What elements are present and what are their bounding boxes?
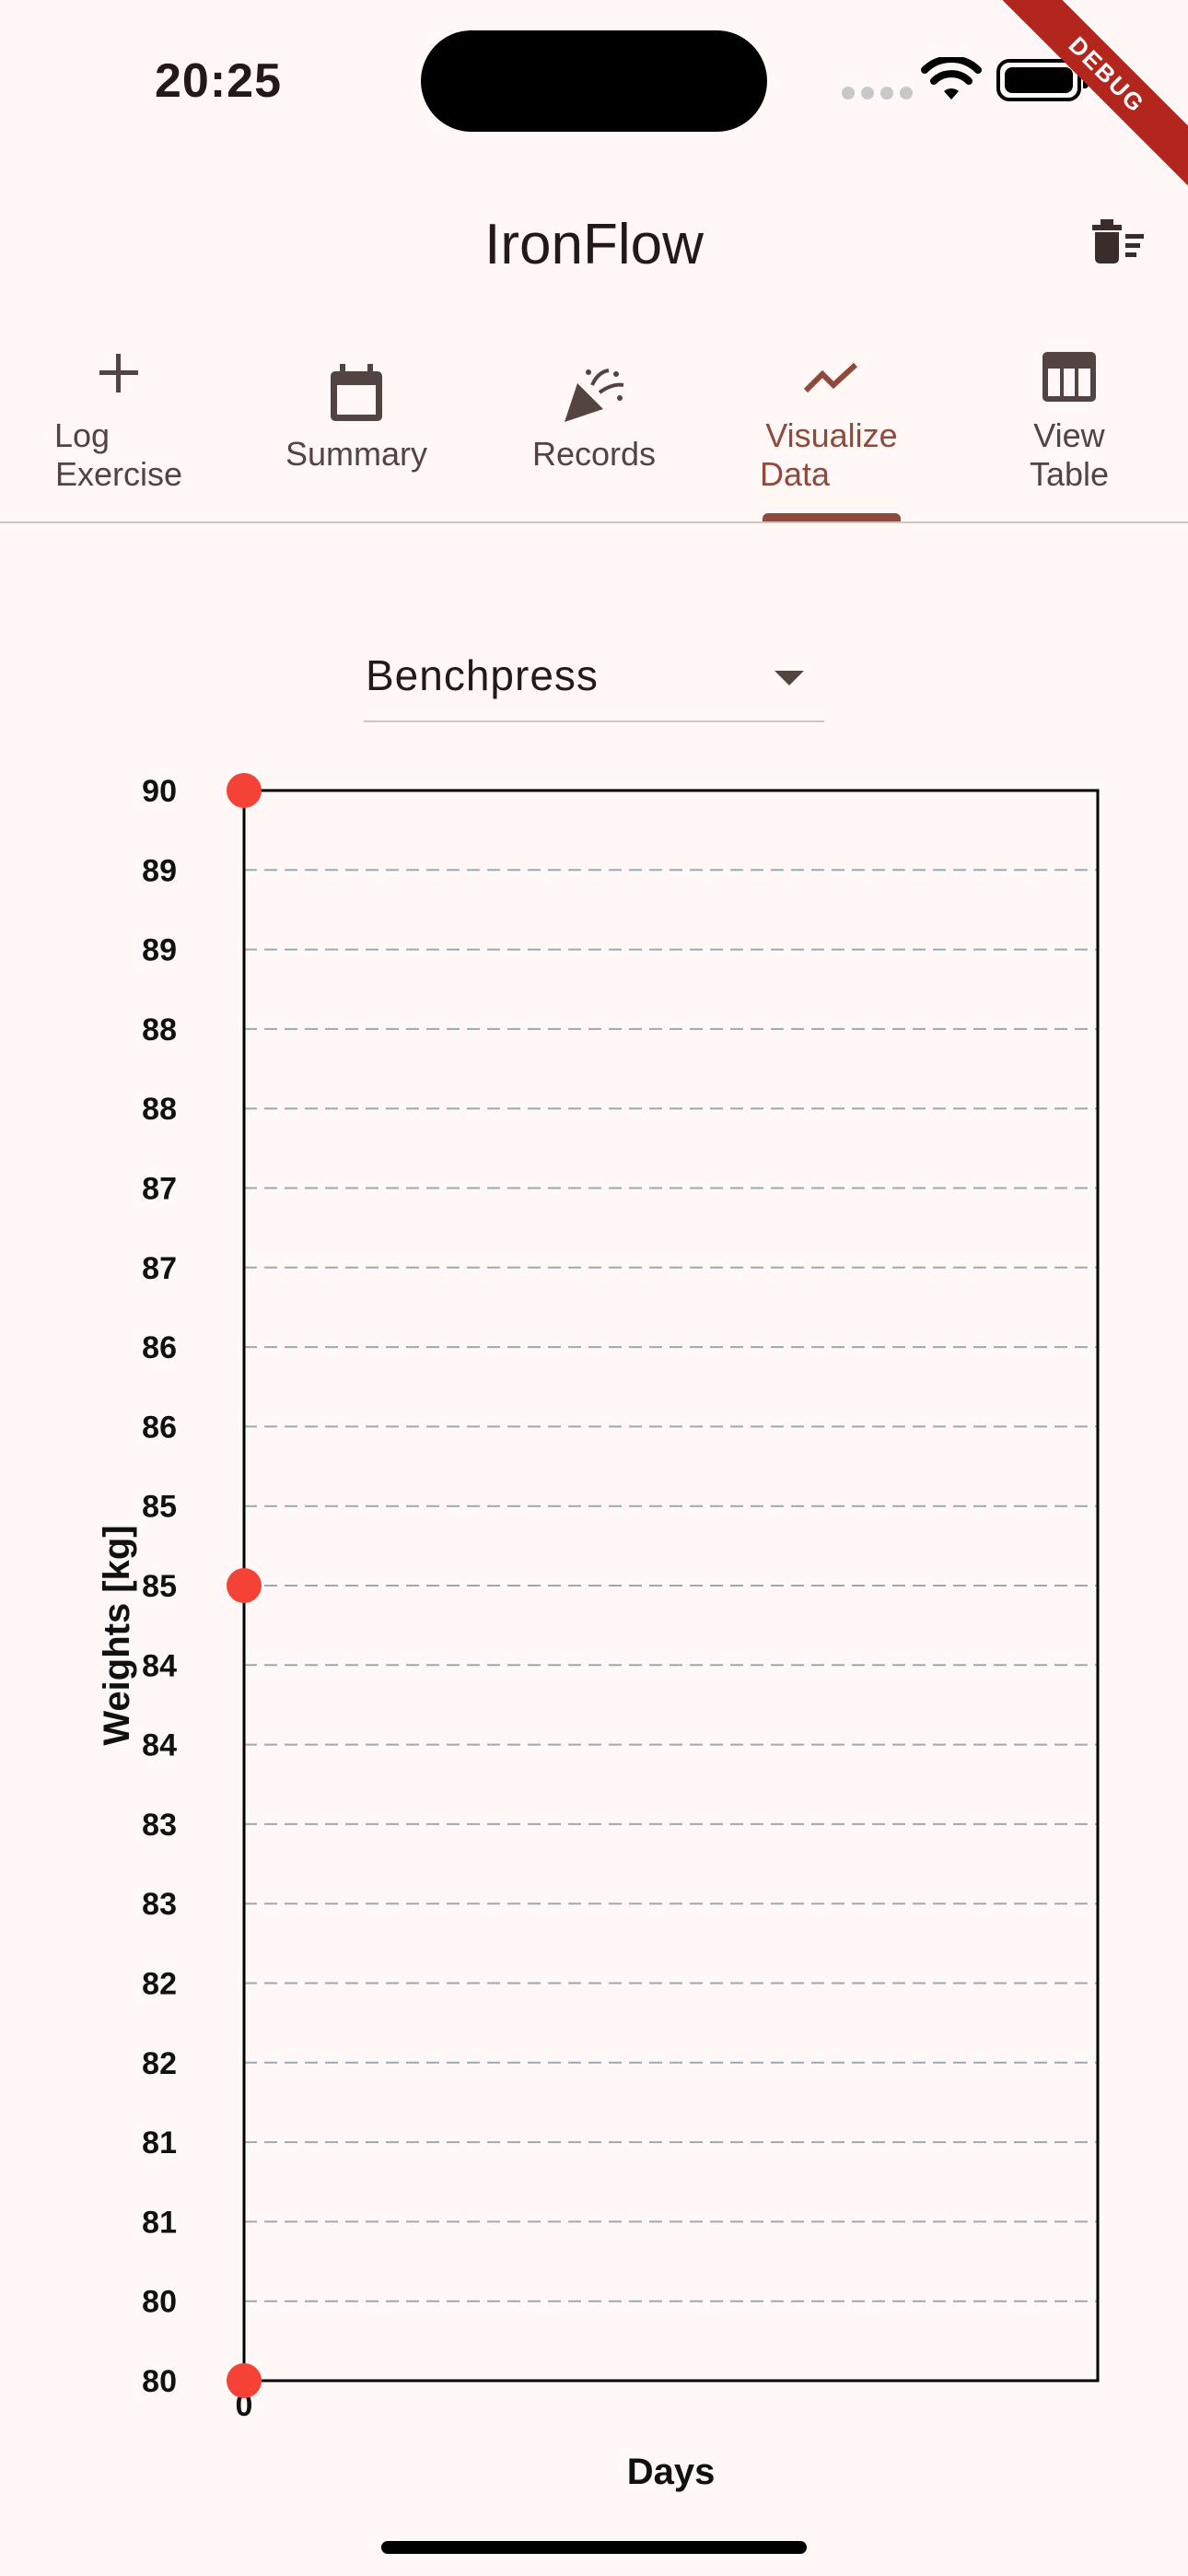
y-tick-label: 82	[142, 1967, 177, 2002]
y-tick-label: 82	[142, 2046, 177, 2081]
y-tick-label: 85	[142, 1569, 177, 1604]
status-time: 20:25	[155, 54, 282, 108]
y-tick-label: 80	[142, 2285, 177, 2320]
y-tick-label: 88	[142, 1013, 177, 1048]
y-tick-label: 90	[142, 774, 177, 809]
y-tick-label: 83	[142, 1808, 177, 1843]
exercise-dropdown-value: Benchpress	[366, 651, 599, 699]
tab-view-table[interactable]: View Table	[950, 341, 1188, 521]
dropdown-arrow-icon	[775, 671, 804, 685]
tab-label: Records	[531, 435, 657, 473]
delete-sweep-icon	[1092, 219, 1144, 263]
tab-bar: Log Exercise Summary Records Visualize D…	[0, 341, 1188, 523]
cellular-signal-icon	[842, 87, 913, 100]
tab-label: Exercise	[54, 455, 183, 493]
y-tick-label: 85	[142, 1490, 177, 1525]
app-title: IronFlow	[484, 213, 704, 276]
y-tick-label: 89	[142, 853, 177, 888]
tab-visualize-data[interactable]: Visualize Data	[713, 341, 950, 521]
celebration-icon	[565, 369, 624, 422]
tab-label: Visualize	[765, 416, 898, 454]
exercise-dropdown[interactable]: Benchpress	[364, 636, 824, 722]
y-tick-label: 84	[142, 1648, 177, 1683]
tab-label: Log	[53, 416, 111, 454]
y-tick-label: 83	[142, 1887, 177, 1922]
data-point	[227, 773, 262, 808]
tab-label: Summary	[285, 435, 428, 473]
y-tick-label: 87	[142, 1172, 177, 1207]
wifi-icon	[921, 57, 982, 100]
x-axis-label: Days	[627, 2452, 716, 2492]
data-point	[227, 1568, 262, 1603]
table-icon	[1042, 352, 1096, 402]
y-tick-label: 86	[142, 1330, 177, 1365]
y-tick-label: 87	[142, 1251, 177, 1286]
tab-indicator	[763, 513, 901, 521]
y-tick-label: 81	[142, 2205, 177, 2240]
y-tick-label: 89	[142, 933, 177, 968]
tab-summary[interactable]: Summary	[238, 341, 475, 521]
plus-icon	[99, 354, 138, 392]
dynamic-island	[421, 30, 767, 132]
tab-log-exercise[interactable]: Log Exercise	[0, 341, 238, 521]
y-tick-label: 80	[142, 2364, 177, 2399]
home-indicator	[381, 2541, 807, 2554]
tab-label: View	[1033, 416, 1105, 454]
delete-sweep-button[interactable]	[1089, 210, 1149, 271]
trending-icon	[803, 362, 858, 393]
y-tick-label: 88	[142, 1092, 177, 1127]
y-axis-label: Weights [kg]	[97, 1525, 137, 1745]
calendar-icon	[331, 364, 382, 421]
tab-records[interactable]: Records	[475, 341, 713, 521]
tab-label: Data	[759, 455, 831, 493]
y-tick-label: 81	[142, 2125, 177, 2160]
data-point	[227, 2363, 262, 2398]
tab-label: Table	[1029, 455, 1110, 493]
y-tick-label: 84	[142, 1728, 177, 1763]
y-tick-label: 86	[142, 1410, 177, 1445]
